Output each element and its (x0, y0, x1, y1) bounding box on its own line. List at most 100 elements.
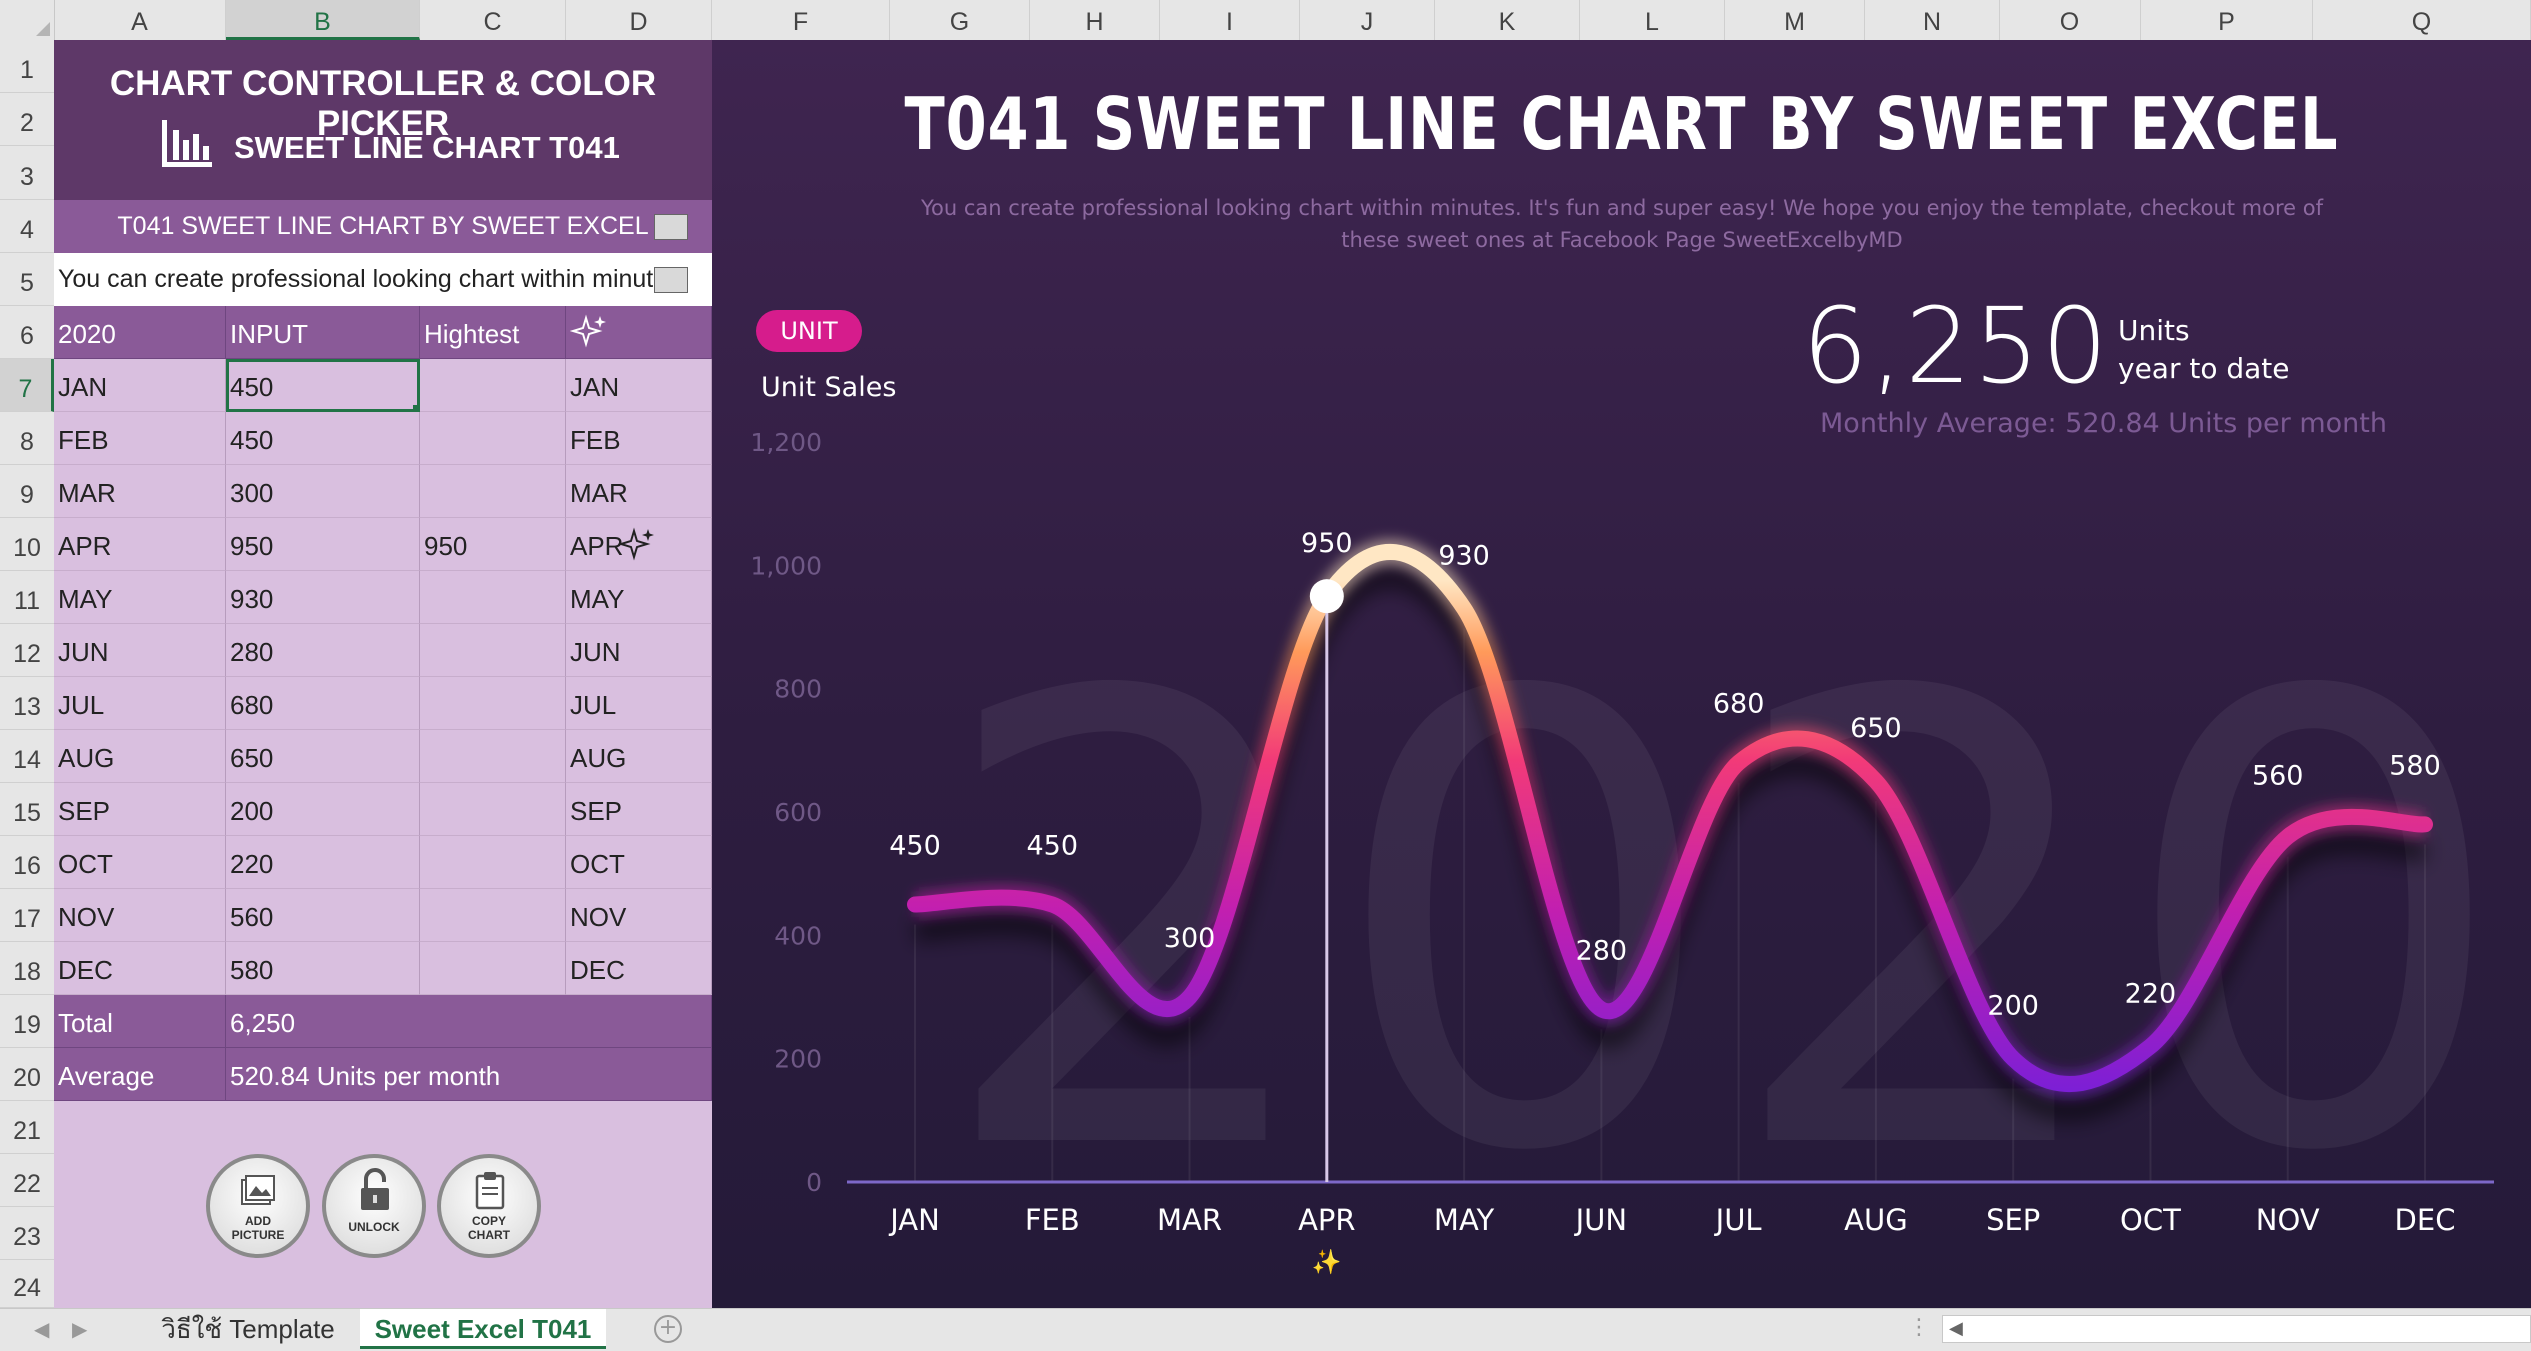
column-header-f[interactable]: F (712, 0, 890, 40)
row-header-18[interactable]: 18 (0, 942, 54, 995)
table-cell-label[interactable]: AUG (566, 730, 712, 783)
header-highest[interactable]: Hightest (420, 306, 566, 359)
row-header-14[interactable]: 14 (0, 730, 54, 783)
table-cell-label[interactable]: DEC (566, 942, 712, 995)
table-cell-highest[interactable] (420, 783, 566, 836)
table-cell-highest[interactable]: 950 (420, 518, 566, 571)
row-header-23[interactable]: 23 (0, 1207, 54, 1260)
picture-placeholder-icon[interactable] (654, 214, 688, 240)
column-header-a[interactable]: A (54, 0, 226, 40)
table-cell-input[interactable]: 200 (226, 783, 420, 836)
highlight-point[interactable] (1309, 579, 1344, 614)
row-header-5[interactable]: 5 (0, 253, 54, 306)
table-cell-highest[interactable] (420, 465, 566, 518)
table-cell-input[interactable]: 560 (226, 889, 420, 942)
row-header-20[interactable]: 20 (0, 1048, 54, 1101)
table-cell-label[interactable]: FEB (566, 412, 712, 465)
table-cell-highest[interactable] (420, 677, 566, 730)
row-header-16[interactable]: 16 (0, 836, 54, 889)
table-cell-input[interactable]: 650 (226, 730, 420, 783)
column-header-p[interactable]: P (2141, 0, 2313, 40)
row-header-4[interactable]: 4 (0, 200, 54, 253)
table-cell-input[interactable]: 680 (226, 677, 420, 730)
table-cell-month[interactable]: MAR (54, 465, 226, 518)
row-header-8[interactable]: 8 (0, 412, 54, 465)
table-cell-month[interactable]: JAN (54, 359, 226, 412)
column-header-h[interactable]: H (1030, 0, 1160, 40)
table-cell-month[interactable]: MAY (54, 571, 226, 624)
unlock-button[interactable]: UNLOCK (322, 1154, 426, 1258)
scroll-left-icon[interactable]: ◀ (1949, 1318, 1963, 1339)
row-header-24[interactable]: 24 (0, 1260, 54, 1308)
total-label[interactable]: Total (54, 995, 226, 1048)
series-line[interactable] (907, 543, 2433, 1093)
tab-instructions[interactable]: วิธีใช้ Template (161, 1314, 335, 1344)
table-cell-input[interactable]: 950 (226, 518, 420, 571)
row-header-3[interactable]: 3 (0, 146, 54, 200)
table-cell-label[interactable]: OCT (566, 836, 712, 889)
chart-area[interactable]: T041 SWEET LINE CHART BY SWEET EXCEL You… (712, 40, 2531, 1308)
average-value[interactable]: 520.84 Units per month (226, 1048, 712, 1101)
table-cell-month[interactable]: OCT (54, 836, 226, 889)
add-picture-button[interactable]: ADD PICTURE (206, 1154, 310, 1258)
table-cell-month[interactable]: NOV (54, 889, 226, 942)
table-cell-label[interactable]: APR (566, 518, 712, 571)
row-header-15[interactable]: 15 (0, 783, 54, 836)
row-header-12[interactable]: 12 (0, 624, 54, 677)
add-sheet-icon[interactable]: + (654, 1315, 682, 1343)
table-cell-input[interactable]: 450 (226, 359, 420, 412)
table-cell-input[interactable]: 280 (226, 624, 420, 677)
table-cell-month[interactable]: SEP (54, 783, 226, 836)
table-cell-month[interactable]: DEC (54, 942, 226, 995)
copy-chart-button[interactable]: COPY CHART (437, 1154, 541, 1258)
column-header-k[interactable]: K (1435, 0, 1580, 40)
row-header-7[interactable]: 7 (0, 359, 54, 412)
table-cell-label[interactable]: MAY (566, 571, 712, 624)
header-year[interactable]: 2020 (54, 306, 226, 359)
table-cell-input[interactable]: 450 (226, 412, 420, 465)
table-cell-month[interactable]: FEB (54, 412, 226, 465)
column-header-d[interactable]: D (566, 0, 712, 40)
tab-scroll-right-icon[interactable]: ▶ (72, 1317, 88, 1341)
select-all-corner[interactable] (0, 0, 55, 40)
table-cell-label[interactable]: JUN (566, 624, 712, 677)
table-cell-highest[interactable] (420, 624, 566, 677)
column-header-b[interactable]: B (226, 0, 420, 40)
total-value[interactable]: 6,250 (226, 995, 712, 1048)
row-header-11[interactable]: 11 (0, 571, 54, 624)
column-header-c[interactable]: C (420, 0, 566, 40)
table-cell-label[interactable]: MAR (566, 465, 712, 518)
table-cell-label[interactable]: SEP (566, 783, 712, 836)
table-cell-highest[interactable] (420, 730, 566, 783)
column-header-l[interactable]: L (1580, 0, 1725, 40)
table-cell-highest[interactable] (420, 836, 566, 889)
header-sparkle[interactable] (566, 306, 712, 359)
row-header-2[interactable]: 2 (0, 93, 54, 146)
table-cell-input[interactable]: 220 (226, 836, 420, 889)
average-label[interactable]: Average (54, 1048, 226, 1101)
table-cell-highest[interactable] (420, 889, 566, 942)
table-cell-month[interactable]: APR (54, 518, 226, 571)
column-header-o[interactable]: O (1999, 0, 2141, 40)
table-cell-highest[interactable] (420, 571, 566, 624)
picture-placeholder-icon[interactable] (654, 267, 688, 293)
column-header-g[interactable]: G (890, 0, 1030, 40)
table-cell-label[interactable]: JAN (566, 359, 712, 412)
row-header-6[interactable]: 6 (0, 306, 54, 359)
table-cell-month[interactable]: JUL (54, 677, 226, 730)
row-header-13[interactable]: 13 (0, 677, 54, 730)
row-header-19[interactable]: 19 (0, 995, 54, 1048)
table-cell-input[interactable]: 300 (226, 465, 420, 518)
table-cell-month[interactable]: JUN (54, 624, 226, 677)
table-cell-input[interactable]: 580 (226, 942, 420, 995)
column-header-i[interactable]: I (1160, 0, 1300, 40)
row-header-22[interactable]: 22 (0, 1154, 54, 1207)
more-options-icon[interactable]: ⋮ (1908, 1315, 1930, 1340)
row-header-9[interactable]: 9 (0, 465, 54, 518)
row-header-10[interactable]: 10 (0, 518, 54, 571)
row-header-1[interactable]: 1 (0, 40, 54, 93)
table-cell-label[interactable]: JUL (566, 677, 712, 730)
table-cell-highest[interactable] (420, 942, 566, 995)
tab-scroll-left-icon[interactable]: ◀ (34, 1317, 50, 1341)
